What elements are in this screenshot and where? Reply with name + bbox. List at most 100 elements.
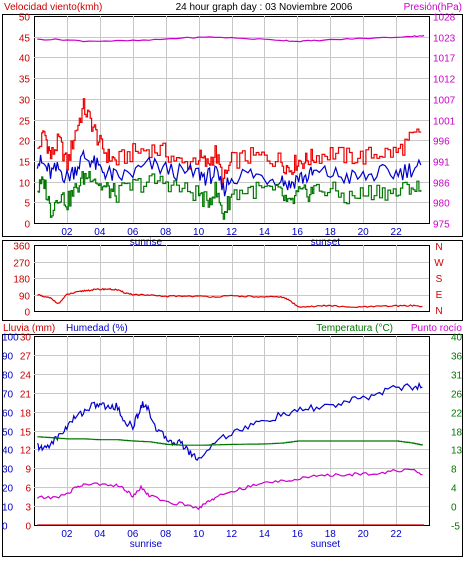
chart2-frame bbox=[2, 240, 463, 321]
chart1-x-tick-label: 20 bbox=[358, 227, 370, 238]
chart3-humidity-tick-label: 60 bbox=[2, 409, 14, 420]
pressure-title: Presión(hPa) bbox=[404, 2, 462, 13]
humidity-title: Humedad (%) bbox=[66, 323, 128, 334]
chart3-humidity-tick-label: 80 bbox=[2, 371, 14, 382]
chart1-right-tick-label: 986 bbox=[433, 179, 450, 190]
chart1-x-tick-label: 08 bbox=[160, 227, 172, 238]
chart3-x-tick-label: 02 bbox=[61, 529, 73, 540]
chart1-right-tick-label: 980 bbox=[433, 199, 450, 210]
chart1-right-tick-label: 975 bbox=[433, 220, 450, 231]
chart1-left-tick-label: 45 bbox=[19, 34, 31, 45]
chart3-rain-tick-label: 30 bbox=[20, 333, 32, 344]
compass-letter: N bbox=[435, 242, 442, 253]
chart3-rain-tick-label: 9 bbox=[25, 465, 31, 476]
chart1-left-tick-label: 20 bbox=[19, 137, 31, 148]
chart1-right-tick-label: 1001 bbox=[433, 117, 456, 128]
series-direction-line bbox=[37, 287, 423, 309]
series-pressure-line bbox=[37, 34, 425, 43]
chart3-rain-tick-label: 27 bbox=[20, 352, 32, 363]
chart3-temp-tick-label: 13 bbox=[451, 446, 463, 457]
chart1-sunrise-label: sunrise bbox=[130, 237, 163, 248]
chart1-x-tick-label: 12 bbox=[226, 227, 238, 238]
dewpoint-title: Punto rocío bbox=[411, 323, 463, 334]
chart3-x-tick-label: 22 bbox=[391, 529, 403, 540]
series-gust-line bbox=[37, 98, 422, 186]
chart1-x-tick-label: 16 bbox=[292, 227, 304, 238]
chart1-right-tick-label: 991 bbox=[433, 158, 450, 169]
chart1-x-tick-label: 02 bbox=[61, 227, 73, 238]
chart1-x-tick-label: 10 bbox=[193, 227, 205, 238]
chart1-x-tick-label: 22 bbox=[391, 227, 403, 238]
chart1-right-tick-label: 1028 bbox=[433, 13, 456, 24]
wind-pressure-chart: 0 5 10 15 20 25 30 35 40 45 50 975 980 986 991 996 1001 1… bbox=[2, 13, 463, 248]
chart3-x-tick-label: 14 bbox=[259, 529, 271, 540]
chart1-left-tick-label: 5 bbox=[24, 199, 30, 210]
chart1-x-tick-label: 14 bbox=[259, 227, 271, 238]
compass-letter: S bbox=[436, 274, 443, 285]
series-min-line bbox=[37, 171, 422, 220]
chart1-left-tick-label: 25 bbox=[19, 117, 31, 128]
series-dewpoint-line bbox=[36, 468, 423, 511]
chart3-humidity-tick-label: 0 bbox=[2, 522, 8, 533]
chart1-x-tick-label: 18 bbox=[325, 227, 337, 238]
series-humidity-line bbox=[36, 381, 423, 461]
chart2-left-tick-label: 180 bbox=[13, 275, 30, 286]
chart1-left-tick-label: 35 bbox=[19, 75, 31, 86]
chart3-frame bbox=[2, 334, 463, 557]
chart1-left-tick-label: 0 bbox=[24, 220, 30, 231]
chart3-temp-tick-label: 22 bbox=[451, 409, 463, 420]
graph-date-title: 24 hour graph day : 03 Noviembre 2006 bbox=[176, 2, 353, 13]
series-avg-line bbox=[36, 148, 422, 197]
chart1-left-tick-label: 15 bbox=[19, 158, 31, 169]
chart1-frame bbox=[2, 14, 463, 237]
chart3-temp-tick-label: 36 bbox=[451, 352, 463, 363]
chart3-temp-tick-label: 18 bbox=[451, 428, 463, 439]
chart3-x-tick-label: 08 bbox=[160, 529, 172, 540]
chart3-temp-tick-label: 40 bbox=[451, 333, 463, 344]
chart3-sunset-label: sunset bbox=[311, 539, 341, 550]
chart3-temp-tick-label: 0 bbox=[451, 503, 457, 514]
temperature-title: Temperatura (°C) bbox=[316, 323, 393, 334]
series-temperature-line bbox=[37, 436, 423, 446]
chart1-right-tick-label: 1007 bbox=[433, 96, 456, 107]
chart3-rain-tick-label: 15 bbox=[20, 428, 32, 439]
chart3-rain-tick-label: 0 bbox=[25, 522, 31, 533]
chart3-humidity-tick-label: 10 bbox=[2, 503, 14, 514]
chart3-humidity-tick-label: 30 bbox=[2, 465, 14, 476]
chart1-right-tick-label: 996 bbox=[433, 137, 450, 148]
chart3-x-tick-label: 16 bbox=[292, 529, 304, 540]
wind-speed-title: Velocidad viento(kmh) bbox=[4, 2, 102, 13]
chart1-x-tick-label: 06 bbox=[127, 227, 139, 238]
chart3-humidity-tick-label: 90 bbox=[2, 352, 14, 363]
chart3-rain-tick-label: 21 bbox=[20, 390, 32, 401]
chart3-rain-tick-label: 12 bbox=[20, 446, 32, 457]
chart3-x-tick-label: 12 bbox=[226, 529, 238, 540]
chart3-x-tick-label: 04 bbox=[94, 529, 106, 540]
chart3-temp-tick-label: 31 bbox=[451, 371, 463, 382]
chart3-x-tick-label: 20 bbox=[358, 529, 370, 540]
chart3-humidity-tick-label: 70 bbox=[2, 390, 14, 401]
chart3-humidity-tick-label: 100 bbox=[2, 333, 19, 344]
wind-direction-chart: 0 90 180 270 360 bbox=[2, 240, 463, 321]
chart3-temp-tick-label: 4 bbox=[451, 484, 457, 495]
chart1-right-tick-label: 1023 bbox=[433, 34, 456, 45]
chart1-sunset-label: sunset bbox=[311, 237, 341, 248]
chart3-temp-tick-label: -5 bbox=[451, 522, 460, 533]
chart3-rain-tick-label: 3 bbox=[25, 503, 31, 514]
chart2-left-tick-label: 360 bbox=[13, 242, 30, 253]
chart3-rain-tick-label: 24 bbox=[20, 371, 32, 382]
chart3-x-tick-label: 18 bbox=[325, 529, 337, 540]
compass-letter: N bbox=[435, 306, 442, 317]
chart2-left-tick-label: 270 bbox=[13, 259, 30, 270]
chart3-humidity-tick-label: 20 bbox=[2, 484, 14, 495]
chart3-humidity-tick-label: 40 bbox=[2, 446, 14, 457]
compass-letter: W bbox=[434, 258, 444, 269]
chart3-temp-tick-label: 26 bbox=[451, 390, 463, 401]
chart2-left-tick-label: 0 bbox=[24, 308, 30, 319]
chart1-right-tick-label: 1012 bbox=[433, 75, 456, 86]
chart3-temp-tick-label: 8 bbox=[451, 465, 457, 476]
compass-letter: E bbox=[436, 290, 443, 301]
